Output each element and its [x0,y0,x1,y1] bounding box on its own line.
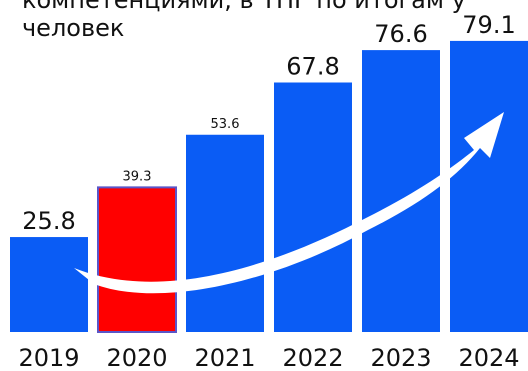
bar-2020 [97,186,177,333]
bar-2024 [450,40,528,333]
x-axis-tick-labels: 2019 2020 2021 2022 2023 2024 [18,344,519,371]
x-tick-label-2023: 2023 [370,344,431,371]
x-tick-label-2020: 2020 [106,344,167,371]
value-labels-group: 25.8 39.3 53.6 67.8 76.6 79.1 [22,11,515,235]
value-label-2019: 25.8 [22,207,75,235]
trend-arrow-icon [74,112,504,294]
bar-2019 [10,237,88,332]
x-tick-label-2024: 2024 [458,344,519,371]
x-tick-label-2022: 2022 [282,344,343,371]
value-label-2024: 79.1 [462,11,515,39]
value-label-2022: 67.8 [286,52,339,80]
value-label-2021: 53.6 [211,117,240,132]
bar-2021 [186,134,264,332]
value-label-2023: 76.6 [374,20,427,48]
chart-title-line-1: компетенциями, в ТНГ по итогам у [22,0,466,14]
x-tick-label-2021: 2021 [194,344,255,371]
value-label-2020: 39.3 [123,169,152,184]
bar-2022 [274,82,352,332]
chart-title-line-2: человек [22,14,125,42]
bars-group [10,40,528,333]
x-tick-label-2019: 2019 [18,344,79,371]
